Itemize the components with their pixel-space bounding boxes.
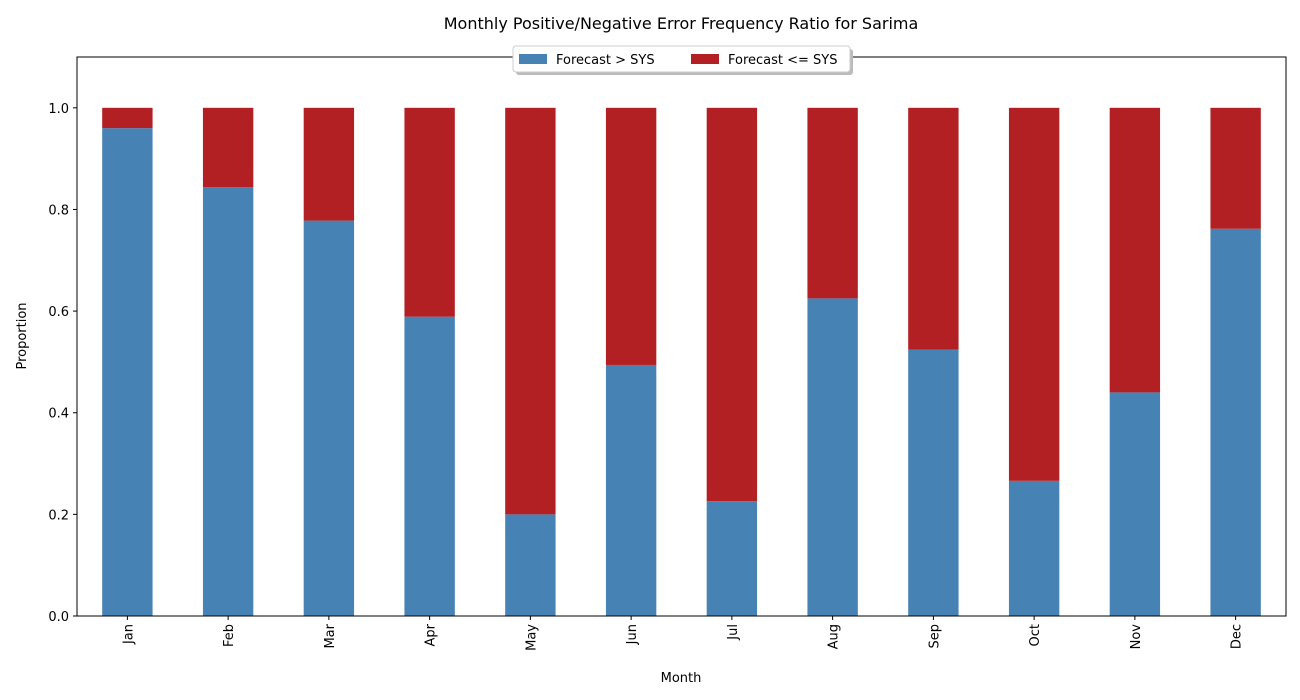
bar-aug-forecast-less-equal [807,107,858,299]
x-tick-label-nov: Nov [1129,624,1144,650]
bar-jul-forecast-greater [706,501,758,616]
bar-dec-forecast-greater [1210,228,1261,616]
y-axis-title: Proportion [15,302,30,369]
bar-jun-forecast-less-equal [605,107,657,365]
x-tick-label-feb: Feb [222,624,237,647]
bar-may-forecast-less-equal [505,107,556,515]
bar-feb-forecast-less-equal [202,107,254,188]
bar-mar-forecast-greater [303,220,355,616]
x-tick-label-mar: Mar [323,623,338,648]
x-tick-label-sep: Sep [927,624,942,649]
bar-may-forecast-greater [505,514,556,616]
x-tick-label-may: May [524,624,539,651]
bar-oct-forecast-greater [1008,480,1060,616]
y-tick-label: 0.4 [48,407,69,422]
plot-frame [76,56,1287,617]
bar-feb-forecast-greater [202,187,254,616]
bar-jul-forecast-less-equal [706,107,758,502]
bar-jan-forecast-less-equal [102,107,153,129]
legend-swatch-forecast-less-equal [691,54,719,64]
bar-nov-forecast-greater [1109,392,1161,616]
bars-layer [102,107,1261,616]
y-axis: 0.0 0.2 0.4 0.6 0.8 1.0 [48,102,77,625]
x-tick-label-dec: Dec [1230,624,1245,649]
x-tick-label-jun: Jun [625,624,640,645]
x-tick-label-oct: Oct [1028,624,1043,646]
bar-jan-forecast-greater [102,128,153,616]
bar-nov-forecast-less-equal [1109,107,1161,393]
x-tick-label-jul: Jul [726,624,741,641]
legend-swatch-forecast-greater [519,54,547,64]
legend-label-forecast-less-equal: Forecast <= SYS [728,53,838,68]
x-tick-label-apr: Apr [424,623,439,646]
legend: Forecast > SYS Forecast <= SYS [512,45,853,75]
x-tick-label-jan: Jan [121,624,136,645]
y-tick-label: 0.8 [48,203,69,218]
bar-sep-forecast-greater [908,349,959,616]
bar-oct-forecast-less-equal [1008,107,1060,481]
bar-apr-forecast-greater [404,316,455,616]
legend-label-forecast-greater: Forecast > SYS [556,53,655,68]
x-axis: Jan Feb Mar Apr May Jun Jul Aug Sep Oct Nov Dec [121,616,1245,651]
chart-title: Monthly Positive/Negative Error Frequenc… [444,14,919,33]
bar-apr-forecast-less-equal [404,107,455,317]
y-tick-label: 0.6 [48,305,69,320]
y-tick-label: 0.0 [48,610,69,625]
bar-mar-forecast-less-equal [303,107,355,221]
y-tick-label: 1.0 [48,102,69,117]
x-axis-title: Month [661,671,702,686]
legend-box [512,45,851,73]
y-tick-label: 0.2 [48,508,69,523]
bar-sep-forecast-less-equal [908,107,959,350]
bar-dec-forecast-less-equal [1210,107,1261,229]
bar-aug-forecast-greater [807,298,858,616]
x-tick-label-aug: Aug [827,624,842,649]
bar-jun-forecast-greater [605,364,657,616]
